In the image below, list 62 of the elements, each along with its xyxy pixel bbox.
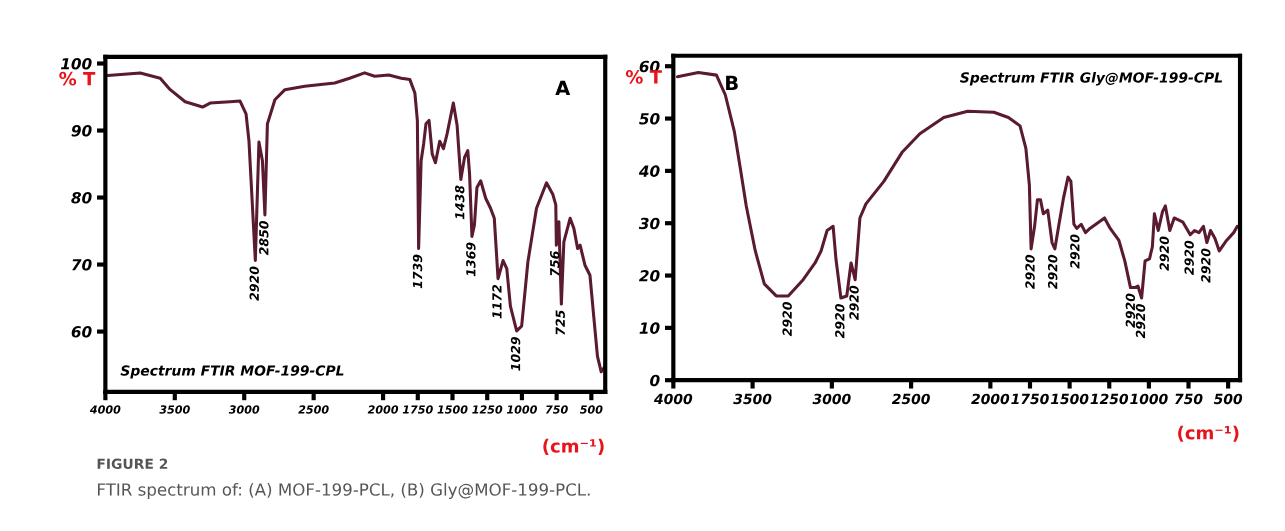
annotation: 725 [555, 310, 565, 335]
y-tick-label: 100 [60, 57, 92, 70]
x-tick-label: 1000 [1130, 393, 1168, 405]
annotation: 2920 [1025, 254, 1035, 290]
annotation: 2920 [1047, 254, 1058, 290]
y-tick-label: 0 [650, 374, 660, 387]
x-tick-label: 1750 [402, 405, 433, 414]
text: B [726, 75, 738, 90]
annotation: 2920 [1135, 304, 1146, 339]
x-tick-label: 1250 [472, 405, 503, 414]
x-tick-label: 1250 [1090, 393, 1129, 405]
y-tick-label: 20 [639, 270, 660, 282]
y-tick-label: 50 [639, 113, 660, 125]
annotation: 2920 [1125, 293, 1136, 328]
annotation: 2920 [249, 266, 259, 301]
x-axis-title: (cm⁻¹) [543, 438, 604, 455]
x-tick-label: 3000 [228, 405, 260, 414]
x-tick-label: 4000 [654, 393, 693, 405]
x-tick-label: 1500 [437, 405, 468, 414]
y-tick-label: 40 [638, 165, 660, 177]
caption: FIGURE 2 [97, 458, 168, 470]
annotation: 2920 [1159, 236, 1169, 271]
annotation: Spectrum FTIR MOF-199-CPL [120, 365, 344, 379]
annotation: 2920 [1184, 240, 1194, 275]
y-tick-label: 80 [71, 192, 92, 204]
annotation: 2920 [782, 301, 792, 337]
y-tick-label: 90 [71, 125, 92, 137]
x-tick-label: 2500 [891, 393, 930, 405]
annotation: Spectrum FTIR Gly@MOF-199-CPL [960, 71, 1223, 86]
x-tick-label: 2000 [367, 405, 399, 414]
y-tick-label: 70 [72, 259, 92, 271]
x-tick-label: 3500 [159, 405, 190, 414]
annotation: 2920 [849, 285, 859, 320]
x-tick-label: 2500 [298, 405, 329, 414]
x-axis-title: (cm⁻¹) [1178, 425, 1239, 442]
x-tick-label: 1750 [1011, 393, 1049, 405]
annotation: 2850 [259, 220, 269, 256]
annotation: 756 [549, 251, 560, 276]
x-tick-label: 750 [1175, 393, 1203, 405]
x-tick-label: 1500 [1050, 393, 1089, 405]
annotation: 1369 [466, 242, 476, 277]
y-axis-title: % T [59, 71, 96, 86]
annotation: 1739 [412, 254, 423, 289]
text: FTIR spectrum of: (A) MOF-199-PCL, (B) Gly@MOF-199-PCL. [98, 482, 590, 500]
y-tick-label: 60 [71, 326, 92, 338]
annotation: 2920 [835, 304, 845, 339]
x-tick-label: 2000 [971, 393, 1010, 405]
annotation: 2920 [1070, 234, 1080, 269]
x-tick-label: 3500 [733, 393, 772, 405]
annotation: 2920 [1201, 248, 1211, 283]
y-tick-label: 30 [638, 217, 660, 230]
x-tick-label: 750 [545, 405, 568, 414]
text: A [555, 80, 571, 96]
x-tick-label: 4000 [89, 405, 121, 414]
x-tick-label: 500 [579, 405, 603, 414]
annotation: 1172 [492, 284, 502, 319]
annotation: 1029 [510, 337, 521, 371]
y-tick-label: 10 [639, 322, 660, 334]
annotation: 1438 [455, 185, 465, 220]
x-tick-label: 1000 [506, 405, 537, 414]
x-tick-label: 3000 [812, 393, 851, 405]
x-tick-label: 500 [1213, 393, 1243, 405]
